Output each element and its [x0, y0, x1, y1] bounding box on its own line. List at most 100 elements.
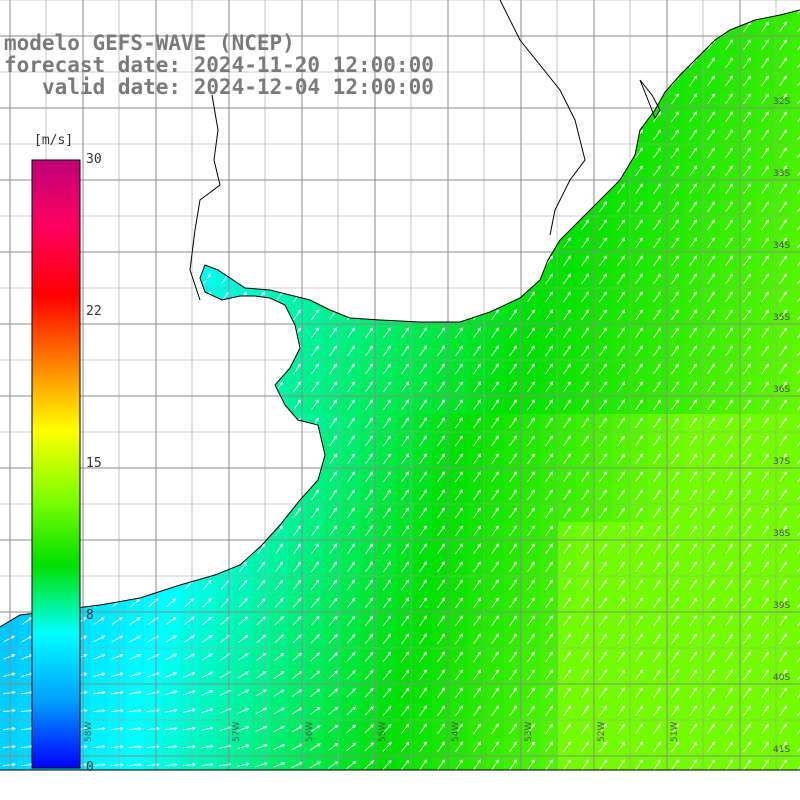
- field-cell: [594, 10, 613, 19]
- wind-arrow: [437, 39, 445, 51]
- wind-arrow: [167, 381, 175, 393]
- wind-arrow: [563, 57, 571, 69]
- field-cell: [144, 216, 163, 235]
- wind-arrow: [221, 345, 229, 357]
- wind-arrow-head: [27, 201, 31, 206]
- wind-arrow-head: [387, 273, 391, 278]
- wind-arrow-head: [369, 399, 373, 404]
- field-cell: [360, 270, 379, 289]
- wind-arrow-head: [10, 598, 15, 603]
- field-cell: [360, 108, 379, 127]
- wind-arrow-head: [639, 255, 643, 260]
- wind-arrow: [671, 399, 679, 411]
- wind-arrow-head: [675, 255, 679, 260]
- field-cell: [414, 108, 433, 127]
- wind-arrow-head: [207, 543, 211, 548]
- wind-arrow: [401, 309, 409, 321]
- wind-arrow: [149, 489, 157, 501]
- wind-arrow-head: [261, 219, 265, 224]
- wind-arrow: [779, 345, 787, 357]
- wind-arrow-head: [513, 399, 517, 404]
- wind-arrow: [131, 417, 139, 429]
- wind-arrow: [725, 381, 733, 393]
- wind-arrow: [203, 399, 211, 411]
- wind-arrow-head: [585, 255, 589, 260]
- wind-arrow: [293, 489, 301, 501]
- field-cell: [162, 252, 181, 271]
- field-cell: [414, 126, 433, 145]
- field-cell: [684, 36, 703, 55]
- wind-arrow: [221, 183, 229, 195]
- wind-arrow: [23, 165, 31, 177]
- wind-arrow-head: [567, 273, 571, 278]
- wind-arrow-head: [172, 4, 175, 7]
- wind-arrow-head: [459, 93, 463, 98]
- field-cell: [162, 324, 181, 343]
- field-cell: [0, 468, 19, 487]
- wind-arrow-head: [531, 291, 535, 296]
- field-cell: [180, 468, 199, 487]
- wind-arrow-head: [279, 165, 283, 170]
- wind-arrow-head: [351, 21, 355, 26]
- wind-arrow-head: [513, 327, 517, 332]
- wind-arrow: [203, 543, 211, 555]
- wind-arrow: [347, 363, 355, 375]
- field-cell: [252, 144, 271, 163]
- wind-arrow: [185, 525, 193, 537]
- wind-arrow: [689, 93, 697, 105]
- field-cell: [504, 144, 523, 163]
- wind-arrow-head: [99, 345, 103, 350]
- wind-arrow: [527, 39, 535, 51]
- wind-arrow-head: [136, 579, 140, 584]
- wind-arrow: [203, 435, 211, 447]
- wind-arrow-head: [243, 507, 247, 512]
- wind-arrow-head: [495, 255, 499, 260]
- wind-arrow-head: [531, 147, 535, 152]
- field-cell: [180, 252, 199, 271]
- field-cell: [522, 756, 541, 770]
- field-cell: [234, 270, 253, 289]
- field-cell: [234, 342, 253, 361]
- wind-arrow-head: [459, 255, 463, 260]
- field-cell: [342, 18, 361, 37]
- wind-arrow: [689, 39, 697, 51]
- wind-arrow: [311, 21, 319, 33]
- wind-arrow: [347, 273, 355, 285]
- wind-arrow: [401, 255, 409, 267]
- wind-arrow-head: [441, 273, 445, 278]
- field-cell: [558, 180, 577, 199]
- wind-arrow-head: [27, 435, 31, 440]
- wind-arrow: [275, 291, 283, 303]
- field-cell: [234, 522, 253, 541]
- wind-arrow: [185, 219, 193, 231]
- wind-arrow: [383, 345, 391, 357]
- wind-arrow: [383, 21, 391, 33]
- wind-arrow-head: [477, 291, 481, 296]
- wind-arrow: [473, 147, 481, 159]
- wind-arrow: [221, 111, 229, 123]
- field-cell: [666, 756, 685, 770]
- wind-arrow: [545, 363, 553, 375]
- field-cell: [522, 270, 541, 289]
- wind-arrow: [5, 219, 13, 231]
- wind-arrow: [653, 381, 661, 393]
- field-cell: [540, 10, 559, 19]
- wind-arrow: [761, 129, 769, 141]
- wind-arrow-head: [621, 21, 625, 26]
- wind-arrow-head: [765, 93, 769, 98]
- wind-arrow: [221, 237, 229, 249]
- field-cell: [0, 252, 19, 271]
- wind-arrow-head: [171, 363, 175, 368]
- wind-arrow-head: [477, 363, 481, 368]
- wind-arrow-head: [441, 57, 445, 62]
- wind-arrow: [725, 327, 733, 339]
- field-cell: [396, 756, 415, 770]
- wind-arrow-head: [441, 93, 445, 98]
- wind-arrow-head: [549, 21, 553, 26]
- wind-arrow-head: [405, 363, 409, 368]
- wind-arrow: [293, 381, 301, 393]
- wind-arrow-head: [711, 255, 715, 260]
- wind-arrow: [203, 219, 211, 231]
- wind-arrow: [761, 111, 769, 123]
- wind-arrow-head: [585, 381, 589, 386]
